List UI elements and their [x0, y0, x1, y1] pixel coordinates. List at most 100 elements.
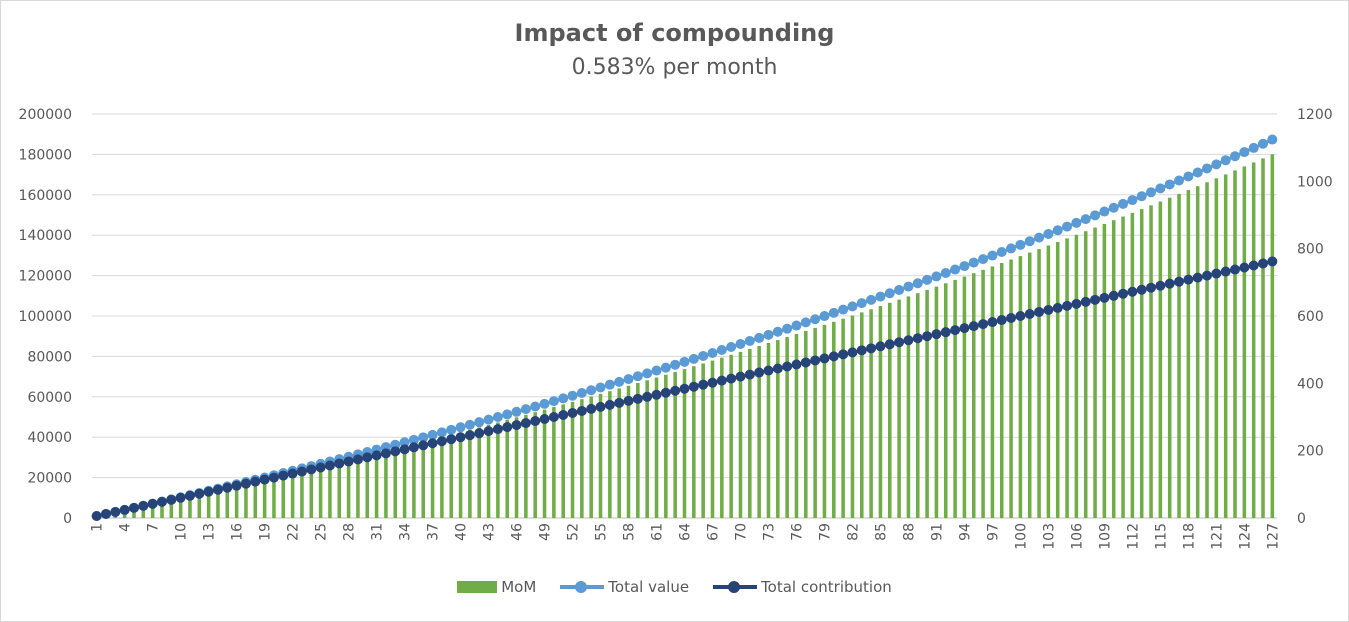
point-total-contribution [875, 341, 886, 352]
bar-mom [1195, 186, 1200, 518]
point-total-contribution [1164, 278, 1175, 289]
bar-mom [1223, 174, 1228, 519]
x-tick-label: 55 [594, 523, 610, 541]
bar-mom [1009, 259, 1013, 518]
point-total-contribution [1062, 300, 1073, 311]
bar-mom [981, 269, 985, 518]
point-total-contribution [147, 498, 158, 509]
x-tick-label: 103 [1041, 523, 1057, 550]
point-total-value [744, 335, 755, 346]
bar-mom [1149, 205, 1153, 518]
bar-mom [1270, 154, 1275, 519]
point-total-contribution [632, 393, 643, 404]
y-left-tick-label: 20000 [27, 471, 72, 487]
bar-mom [300, 472, 304, 518]
point-total-contribution [455, 432, 466, 443]
y-right-tick-label: 1200 [1297, 107, 1333, 123]
bar-mom [1102, 223, 1107, 518]
point-total-contribution [604, 399, 615, 410]
bar-mom [850, 315, 855, 518]
point-total-contribution [315, 462, 326, 473]
bar-mom [776, 340, 780, 518]
point-total-contribution [166, 494, 177, 505]
point-total-value [819, 311, 830, 322]
y-right-tick-label: 0 [1297, 511, 1306, 527]
point-total-contribution [595, 401, 606, 412]
point-total-value [539, 398, 550, 409]
point-total-contribution [1248, 260, 1259, 271]
point-total-contribution [623, 395, 634, 406]
bar-mom [617, 388, 621, 518]
bar-mom [710, 360, 715, 518]
point-total-value [474, 417, 485, 428]
point-total-contribution [576, 405, 587, 416]
point-total-contribution [399, 444, 410, 455]
point-total-value [502, 409, 513, 420]
point-total-contribution [324, 460, 335, 471]
point-total-value [576, 387, 587, 398]
point-total-contribution [922, 331, 933, 342]
point-total-value [931, 271, 942, 282]
point-total-contribution [483, 426, 494, 437]
bar-mom [468, 429, 472, 518]
x-tick-label: 109 [1097, 523, 1113, 550]
bar-mom [421, 442, 426, 518]
point-total-value [558, 393, 569, 404]
bar-mom [178, 499, 183, 518]
bar-mom [785, 337, 789, 518]
bar-mom [1018, 256, 1023, 518]
point-total-value [754, 332, 765, 343]
bar-mom [822, 324, 827, 518]
y-left-tick-label: 120000 [19, 269, 72, 285]
bar-mom [449, 434, 454, 518]
point-total-value [418, 432, 429, 443]
point-total-contribution [931, 329, 942, 340]
bar-mom [561, 404, 565, 518]
point-total-contribution [352, 454, 363, 465]
x-tick-label: 64 [678, 523, 694, 541]
point-total-contribution [660, 387, 671, 398]
bar-mom [636, 383, 640, 518]
bar-mom [1111, 220, 1116, 518]
point-total-contribution [100, 508, 111, 519]
bar-mom [150, 506, 155, 518]
x-tick-label: 19 [258, 523, 274, 541]
point-total-value [772, 326, 783, 337]
bar-mom [757, 345, 761, 518]
point-total-value [399, 437, 410, 448]
point-total-value [800, 317, 811, 328]
point-total-value [1248, 142, 1259, 153]
y-right-tick-label: 1000 [1297, 174, 1333, 190]
bar-mom [1046, 245, 1051, 518]
x-tick-label: 13 [202, 523, 218, 541]
x-tick-label: 16 [230, 523, 246, 541]
point-total-value [996, 247, 1007, 258]
x-tick-label: 76 [789, 523, 805, 541]
point-total-contribution [716, 375, 727, 386]
point-total-contribution [268, 472, 279, 483]
point-total-value [1090, 210, 1101, 221]
bar-mom [748, 348, 752, 518]
point-total-contribution [240, 478, 251, 489]
x-tick-label: 127 [1265, 523, 1281, 550]
point-total-contribution [1006, 313, 1017, 324]
point-total-contribution [296, 466, 307, 477]
point-total-value [1080, 214, 1091, 225]
point-total-contribution [287, 468, 298, 479]
point-total-value [1211, 159, 1222, 170]
point-total-value [875, 291, 886, 302]
y-left-tick-label: 200000 [19, 107, 72, 123]
point-total-value [698, 350, 709, 361]
point-total-contribution [1052, 302, 1063, 313]
point-total-contribution [707, 377, 718, 388]
point-total-value [828, 307, 839, 318]
point-total-value [1174, 175, 1185, 186]
point-total-value [520, 404, 531, 415]
point-total-contribution [464, 430, 475, 441]
bar-mom [505, 419, 509, 518]
point-total-value [1015, 239, 1026, 250]
point-total-contribution [679, 383, 690, 394]
point-total-value [782, 323, 793, 334]
bar-mom [169, 501, 174, 518]
point-total-contribution [1202, 270, 1213, 281]
